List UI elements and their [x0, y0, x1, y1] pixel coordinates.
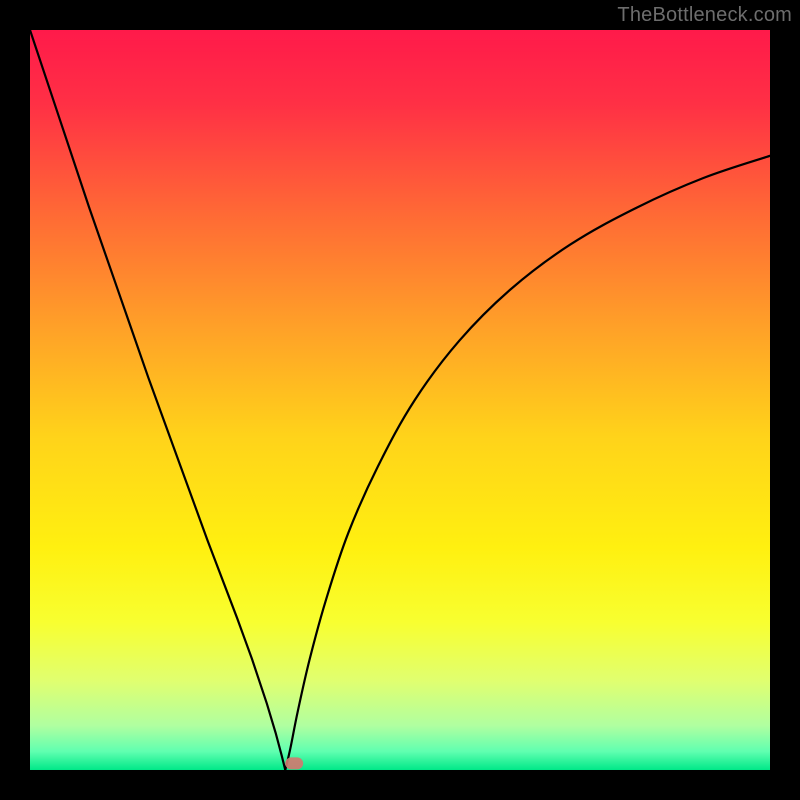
- chart-svg: [0, 0, 800, 800]
- chart-container: TheBottleneck.com: [0, 0, 800, 800]
- cusp-marker: [285, 757, 303, 769]
- watermark-text: TheBottleneck.com: [617, 4, 792, 27]
- plot-background: [30, 30, 770, 770]
